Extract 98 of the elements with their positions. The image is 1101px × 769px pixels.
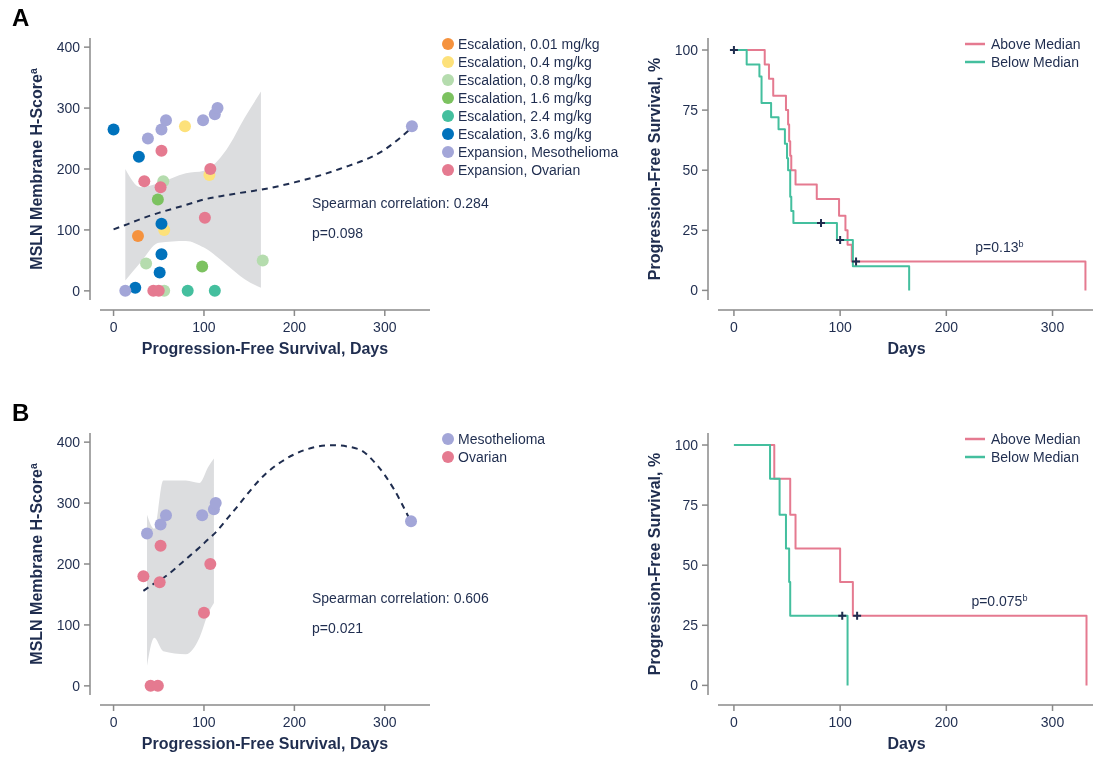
annotation: Spearman correlation: 0.284 <box>312 195 489 211</box>
x-tick-label: 200 <box>934 319 959 335</box>
x-axis-title: Progression-Free Survival, Days <box>141 735 389 752</box>
point <box>129 281 142 294</box>
point <box>137 570 150 583</box>
legend-label: Escalation, 0.4 mg/kg <box>458 54 592 70</box>
point <box>138 175 151 188</box>
legend-label: Expansion, Ovarian <box>458 162 581 178</box>
y-tick-label: 400 <box>56 434 81 451</box>
chart-title: A <box>12 4 30 31</box>
point <box>208 284 221 297</box>
y-tick-label: 50 <box>682 557 699 574</box>
point <box>405 120 418 133</box>
point <box>204 163 217 175</box>
legend-label: Escalation, 0.01 mg/kg <box>458 36 600 52</box>
point <box>141 132 154 145</box>
point <box>155 217 168 230</box>
y-axis-title: Progression-Free Survival, % <box>646 57 663 281</box>
x-tick-label: 300 <box>373 319 397 335</box>
y-tick-label: 0 <box>72 677 81 694</box>
point <box>178 120 191 133</box>
y-tick-label: 0 <box>72 282 81 299</box>
x-axis-title: Days <box>887 735 926 752</box>
x-tick-label: 300 <box>1040 714 1065 730</box>
point <box>153 266 166 279</box>
x-tick-label: 0 <box>109 714 118 730</box>
point <box>141 527 154 540</box>
point <box>132 150 145 163</box>
x-tick-label: 0 <box>730 714 739 730</box>
x-tick-label: 0 <box>730 319 739 335</box>
x-tick-label: 200 <box>282 319 307 335</box>
point <box>107 123 120 136</box>
annotation: p=0.021 <box>312 620 364 636</box>
legend-label: Below Median <box>991 54 1079 70</box>
legend-label: Above Median <box>991 431 1081 447</box>
y-tick-label: 100 <box>674 42 699 59</box>
chart-title: B <box>12 399 30 426</box>
legend-label: Escalation, 1.6 mg/kg <box>458 90 592 106</box>
point <box>140 257 153 270</box>
point <box>154 518 167 531</box>
point <box>131 230 144 243</box>
point <box>155 144 168 157</box>
point <box>119 284 132 297</box>
y-tick-label: 25 <box>682 617 699 634</box>
y-tick-label: 0 <box>690 677 699 694</box>
x-axis-title: Progression-Free Survival, Days <box>141 340 389 357</box>
annotation: Spearman correlation: 0.606 <box>312 590 489 606</box>
annotation: p=0.098 <box>312 225 364 241</box>
point <box>160 114 172 127</box>
point <box>154 181 167 194</box>
legend-label: Expansion, Mesothelioma <box>458 144 619 160</box>
x-axis-title: Days <box>887 340 926 357</box>
y-tick-label: 100 <box>674 437 699 454</box>
y-tick-label: 50 <box>682 162 699 179</box>
point <box>160 509 172 522</box>
y-tick-label: 300 <box>56 495 81 512</box>
y-tick-label: 400 <box>56 39 81 56</box>
annotation: p=0.13$^{b}$ <box>975 238 1024 255</box>
point <box>197 606 210 619</box>
x-tick-label: 200 <box>282 714 307 730</box>
point <box>151 193 164 206</box>
point <box>198 211 211 224</box>
legend-label: Above Median <box>991 36 1081 52</box>
point <box>196 260 209 273</box>
point <box>197 114 210 127</box>
point <box>405 515 418 528</box>
legend-label: Escalation, 2.4 mg/kg <box>458 108 592 124</box>
x-tick-label: 300 <box>1040 319 1065 335</box>
legend-label: Ovarian <box>458 449 508 465</box>
point <box>153 576 166 589</box>
point <box>154 539 167 552</box>
y-tick-label: 200 <box>56 161 81 177</box>
point <box>181 284 194 297</box>
point <box>204 558 217 570</box>
y-tick-label: 200 <box>56 556 81 572</box>
legend-label: Mesothelioma <box>458 431 546 447</box>
y-tick-label: 300 <box>56 100 81 117</box>
x-tick-label: 100 <box>828 319 853 335</box>
y-tick-label: 100 <box>56 221 81 238</box>
point <box>256 254 269 267</box>
y-tick-label: 25 <box>682 222 699 239</box>
x-tick-label: 100 <box>828 714 853 730</box>
annotation: p=0.075$^{b}$ <box>971 592 1028 609</box>
x-tick-label: 200 <box>934 714 959 730</box>
y-tick-label: 100 <box>56 616 81 633</box>
legend-label: Below Median <box>991 449 1079 465</box>
y-tick-label: 75 <box>682 102 699 119</box>
y-axis-title: Progression-Free Survival, % <box>646 452 663 676</box>
point <box>196 509 209 522</box>
x-tick-label: 300 <box>373 714 397 730</box>
point <box>155 248 168 261</box>
x-tick-label: 0 <box>109 319 118 335</box>
y-tick-label: 0 <box>690 282 699 299</box>
legend-label: Escalation, 0.8 mg/kg <box>458 72 592 88</box>
x-tick-label: 100 <box>192 714 216 730</box>
legend-label: Escalation, 3.6 mg/kg <box>458 126 592 142</box>
x-tick-label: 100 <box>192 319 216 335</box>
y-tick-label: 75 <box>682 497 699 514</box>
